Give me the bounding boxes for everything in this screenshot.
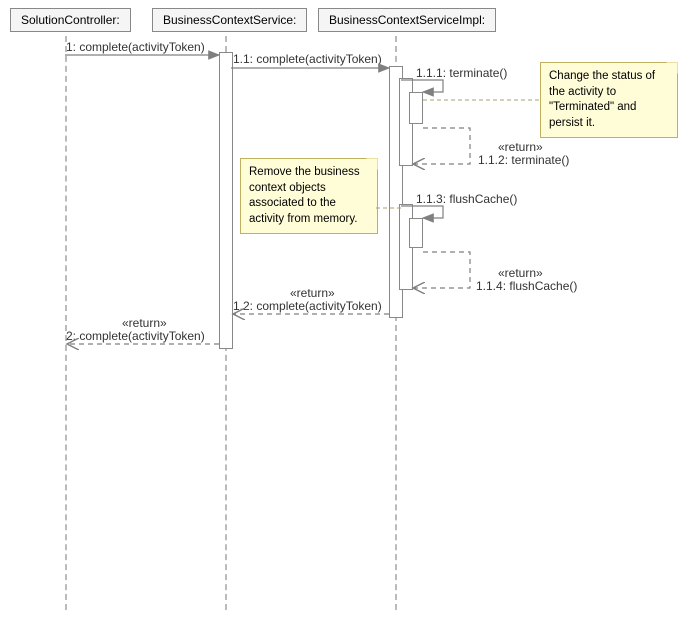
note-fold-icon — [666, 63, 677, 74]
note-text: Remove the business context objects asso… — [249, 166, 360, 225]
msg-1-1-3: 1.1.3: flushCache() — [416, 192, 517, 206]
activation-p2 — [219, 52, 233, 349]
msg-return-1-1-4-b: 1.1.4: flushCache() — [476, 279, 577, 293]
lifeline-p1 — [65, 36, 67, 610]
participant-business-context-service: BusinessContextService: — [152, 8, 307, 32]
participant-business-context-service-impl: BusinessContextServiceImpl: — [318, 8, 496, 32]
msg-return-1-1-4-a: «return» — [498, 266, 543, 280]
msg-return-1-1-2-b: 1.1.2: terminate() — [478, 153, 569, 167]
msg-return-2-b: 2: complete(activityToken) — [66, 329, 205, 343]
note-fold-icon — [366, 159, 377, 170]
msg-return-2-a: «return» — [122, 316, 167, 330]
participant-label: BusinessContextServiceImpl: — [329, 13, 485, 27]
activation-p3-nested1b — [409, 92, 423, 124]
msg-1: 1: complete(activityToken) — [66, 40, 205, 54]
note-text: Change the status of the activity to "Te… — [549, 70, 655, 129]
participant-solution-controller: SolutionController: — [10, 8, 131, 32]
note-flushcache: Remove the business context objects asso… — [240, 158, 378, 234]
msg-1-1: 1.1: complete(activityToken) — [233, 52, 382, 66]
msg-return-1-2-a: «return» — [290, 286, 335, 300]
msg-1-1-1: 1.1.1: terminate() — [416, 66, 507, 80]
msg-return-1-1-2-a: «return» — [498, 140, 543, 154]
note-terminate: Change the status of the activity to "Te… — [540, 62, 678, 138]
sequence-diagram: SolutionController: BusinessContextServi… — [0, 0, 700, 620]
msg-return-1-2-b: 1.2: complete(activityToken) — [233, 299, 382, 313]
participant-label: BusinessContextService: — [163, 13, 296, 27]
participant-label: SolutionController: — [21, 13, 120, 27]
activation-p3-nested2b — [409, 218, 423, 248]
